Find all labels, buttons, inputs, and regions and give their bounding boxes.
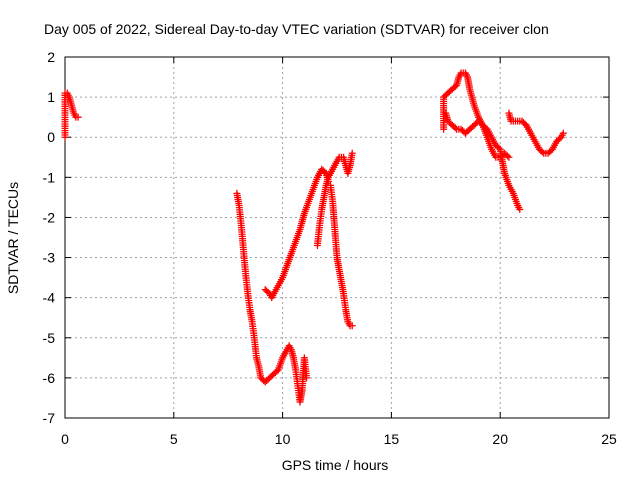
data-point (505, 153, 513, 161)
data-point (451, 124, 459, 132)
x-tick-label: 20 (492, 431, 508, 447)
plot-frame (64, 56, 610, 419)
y-tick-label: -1 (43, 169, 56, 185)
data-point (348, 149, 356, 157)
y-tick-label: -2 (43, 209, 56, 225)
data-points (61, 69, 567, 406)
y-tick-labels: 2 1 0 -1 -2 -3 -4 -5 -6 -7 (43, 49, 56, 426)
y-tick-label: -3 (43, 250, 56, 266)
x-axis-title: GPS time / hours (282, 457, 389, 473)
data-point (303, 374, 311, 382)
y-tick-label: -7 (43, 410, 56, 426)
y-tick-label: -5 (43, 330, 56, 346)
y-tick-label: -4 (43, 290, 56, 306)
axis-ticks (64, 56, 610, 419)
y-tick-label: 0 (47, 129, 55, 145)
grid-lines (65, 57, 609, 418)
y-tick-label: -6 (43, 370, 56, 386)
x-tick-label: 0 (61, 431, 69, 447)
x-tick-label: 15 (384, 431, 400, 447)
y-axis-title: SDTVAR / TECUs (5, 182, 21, 294)
data-point (516, 205, 524, 213)
data-point (348, 322, 356, 330)
y-tick-label: 2 (47, 49, 55, 65)
x-tick-labels: 0 5 10 15 20 25 (61, 431, 617, 447)
x-tick-label: 25 (601, 431, 617, 447)
data-point (538, 148, 546, 156)
data-point (503, 152, 511, 160)
x-tick-label: 5 (170, 431, 178, 447)
data-point (74, 113, 82, 121)
x-tick-label: 10 (275, 431, 291, 447)
chart-title: Day 005 of 2022, Sidereal Day-to-day VTE… (44, 21, 549, 37)
data-point (559, 129, 567, 137)
y-tick-label: 1 (47, 89, 55, 105)
